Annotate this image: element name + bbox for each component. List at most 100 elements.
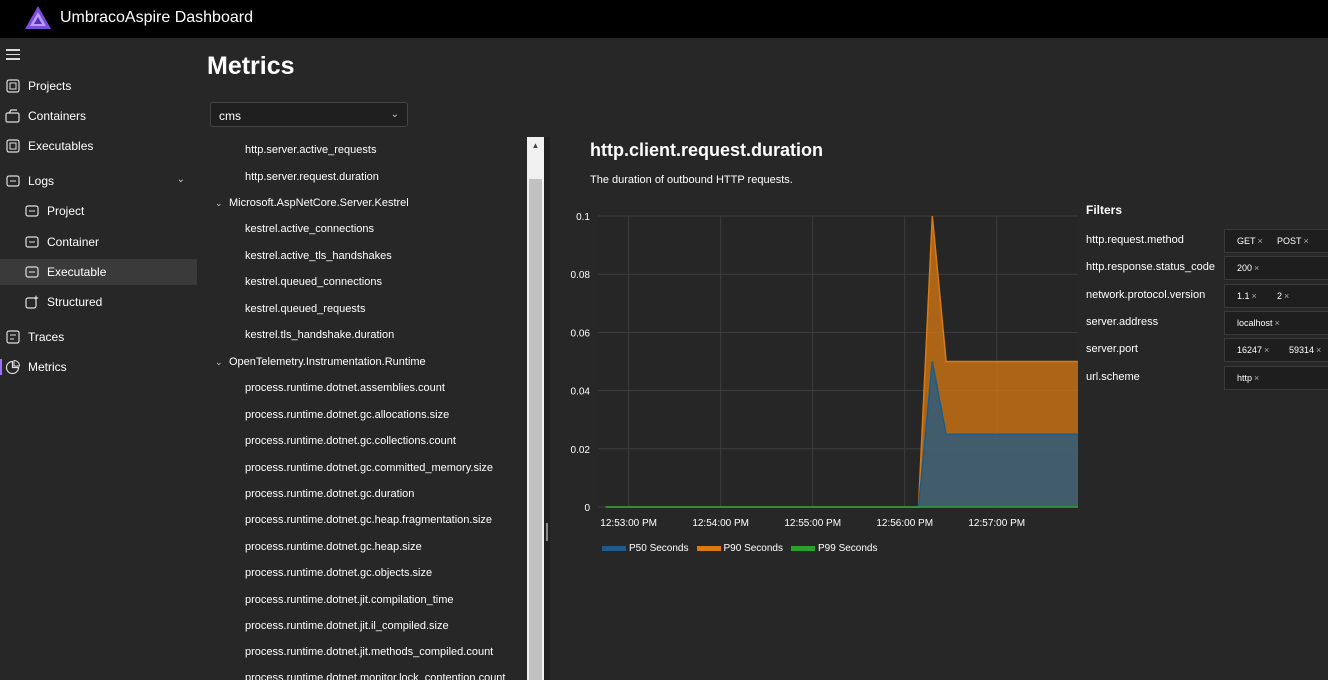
filter-name: http.response.status_code bbox=[1086, 261, 1216, 273]
filter-chip-label: localhost bbox=[1237, 318, 1273, 328]
tree-item-metric[interactable]: process.runtime.dotnet.monitor.lock_cont… bbox=[245, 672, 506, 680]
sidebar-item-projects[interactable]: Projects bbox=[0, 73, 197, 99]
scrollbar-thumb[interactable] bbox=[529, 179, 542, 680]
filter-chip[interactable]: 1.1 × bbox=[1237, 291, 1257, 301]
metric-chart[interactable]: 0 0.02 0.04 0.06 0.08 0.1 12:53:00 PM 12:54:00 … bbox=[560, 200, 1080, 535]
metric-description: The duration of outbound HTTP requests. bbox=[590, 174, 793, 186]
tree-item-metric[interactable]: process.runtime.dotnet.gc.heap.size bbox=[245, 541, 422, 553]
tree-item-metric[interactable]: kestrel.active_tls_handshakes bbox=[245, 250, 392, 262]
remove-chip-icon[interactable]: × bbox=[1274, 318, 1280, 328]
tree-item-metric[interactable]: kestrel.active_connections bbox=[245, 223, 375, 235]
legend-item-p99[interactable]: P99 Seconds bbox=[791, 543, 878, 554]
remove-chip-icon[interactable]: × bbox=[1284, 291, 1290, 301]
filter-chip[interactable]: 2 × bbox=[1277, 291, 1289, 301]
filter-chip-label: 1.1 bbox=[1237, 291, 1250, 301]
sidebar-item-executables[interactable]: Executables bbox=[0, 133, 197, 159]
legend-swatch bbox=[791, 546, 815, 551]
sidebar: Projects Containers Executables Logs ⌄ P… bbox=[0, 38, 197, 680]
chevron-down-icon[interactable]: ⌄ bbox=[215, 357, 223, 367]
filter-values-box[interactable]: 200 × bbox=[1224, 256, 1328, 280]
metrics-icon bbox=[5, 359, 20, 375]
menu-toggle-icon[interactable] bbox=[6, 49, 20, 61]
y-tick-label: 0.02 bbox=[571, 445, 591, 456]
tree-item-metric[interactable]: http.server.active_requests bbox=[245, 144, 377, 156]
sidebar-item-executable[interactable]: Executable bbox=[0, 259, 197, 285]
tree-item-metric[interactable]: process.runtime.dotnet.gc.duration bbox=[245, 488, 415, 500]
resource-select[interactable]: cms ⌄ bbox=[210, 102, 408, 127]
tree-item-metric[interactable]: process.runtime.dotnet.jit.il_compiled.s… bbox=[245, 620, 449, 632]
x-tick-label: 12:54:00 PM bbox=[692, 518, 749, 529]
filter-chip[interactable]: POST × bbox=[1277, 236, 1309, 246]
sidebar-item-containers[interactable]: Containers bbox=[0, 103, 197, 129]
filter-name: url.scheme bbox=[1086, 371, 1140, 383]
tree-item-metric[interactable]: process.runtime.dotnet.jit.compilation_t… bbox=[245, 594, 454, 606]
sidebar-item-label: Projects bbox=[28, 79, 72, 93]
sidebar-item-logs[interactable]: Logs ⌄ bbox=[0, 168, 197, 194]
remove-chip-icon[interactable]: × bbox=[1264, 345, 1270, 355]
tree-group-kestrel[interactable]: ⌄ Microsoft.AspNetCore.Server.Kestrel bbox=[215, 197, 409, 209]
filter-values-box[interactable]: 16247 × 59314 × bbox=[1224, 338, 1328, 362]
legend-item-p90[interactable]: P90 Seconds bbox=[696, 543, 784, 554]
chevron-down-icon[interactable]: ⌄ bbox=[215, 198, 223, 208]
filter-values-box[interactable]: localhost × bbox=[1224, 311, 1328, 335]
legend-item-p50[interactable]: P50 Seconds bbox=[602, 543, 689, 554]
tree-item-metric[interactable]: http.server.request.duration bbox=[245, 171, 379, 183]
legend-label: P90 Seconds bbox=[723, 543, 784, 554]
legend-swatch bbox=[696, 546, 721, 551]
executables-icon bbox=[5, 139, 20, 154]
tree-item-metric[interactable]: process.runtime.dotnet.assemblies.count bbox=[245, 382, 445, 394]
filter-chip[interactable]: 16247 × bbox=[1237, 345, 1269, 355]
tree-item-metric[interactable]: process.runtime.dotnet.jit.methods_compi… bbox=[245, 646, 494, 658]
filter-row: network.protocol.version 1.1 × 2 × bbox=[1086, 284, 1328, 308]
remove-chip-icon[interactable]: × bbox=[1316, 345, 1322, 355]
tree-item-metric[interactable]: process.runtime.dotnet.gc.committed_memo… bbox=[245, 462, 493, 474]
sidebar-item-structured[interactable]: Structured bbox=[0, 289, 197, 315]
filter-chip[interactable]: 200 × bbox=[1237, 263, 1259, 273]
chevron-down-icon: ⌄ bbox=[390, 109, 399, 120]
filter-values-box[interactable]: http × bbox=[1224, 366, 1328, 390]
filter-chip[interactable]: localhost × bbox=[1237, 318, 1280, 328]
filter-values-box[interactable]: GET × POST × bbox=[1224, 229, 1328, 253]
y-tick-label: 0.06 bbox=[571, 328, 591, 339]
tree-item-metric[interactable]: process.runtime.dotnet.gc.collections.co… bbox=[245, 435, 456, 447]
filter-chip[interactable]: http × bbox=[1237, 373, 1259, 383]
sidebar-item-label: Executable bbox=[47, 265, 107, 279]
tree-item-metric[interactable]: process.runtime.dotnet.gc.objects.size bbox=[245, 567, 433, 579]
metric-title: http.client.request.duration bbox=[590, 140, 824, 160]
filter-row: http.response.status_code 200 × bbox=[1086, 256, 1328, 280]
filter-chip-label: http bbox=[1237, 373, 1253, 383]
filter-chip[interactable]: 59314 × bbox=[1289, 345, 1321, 355]
panel-splitter[interactable] bbox=[544, 137, 550, 680]
tree-scrollbar[interactable]: ▲ bbox=[527, 137, 544, 680]
tree-group-runtime[interactable]: ⌄ OpenTelemetry.Instrumentation.Runtime bbox=[215, 356, 426, 368]
sidebar-item-label: Executables bbox=[28, 139, 94, 153]
filter-chip-label: POST bbox=[1277, 236, 1302, 246]
remove-chip-icon[interactable]: × bbox=[1303, 236, 1309, 246]
y-tick-label: 0.04 bbox=[571, 387, 591, 398]
chevron-down-icon[interactable]: ⌄ bbox=[176, 174, 185, 185]
sidebar-item-metrics[interactable]: Metrics bbox=[0, 354, 197, 380]
tree-item-metric[interactable]: kestrel.tls_handshake.duration bbox=[245, 329, 395, 341]
tree-item-metric[interactable]: kestrel.queued_requests bbox=[245, 303, 366, 315]
sidebar-item-traces[interactable]: Traces bbox=[0, 324, 197, 350]
scroll-up-arrow-icon[interactable]: ▲ bbox=[531, 141, 540, 150]
filter-chip[interactable]: GET × bbox=[1237, 236, 1263, 246]
sidebar-item-container[interactable]: Container bbox=[0, 229, 197, 255]
filter-row: url.scheme http × bbox=[1086, 366, 1328, 390]
splitter-grip[interactable] bbox=[546, 523, 548, 541]
sidebar-item-label: Structured bbox=[47, 295, 103, 309]
filter-name: server.port bbox=[1086, 343, 1138, 355]
sidebar-item-label: Container bbox=[47, 235, 100, 249]
tree-item-metric[interactable]: process.runtime.dotnet.gc.heap.fragmenta… bbox=[245, 514, 493, 526]
app-title[interactable]: UmbracoAspire Dashboard bbox=[60, 9, 253, 26]
tree-item-metric[interactable]: kestrel.queued_connections bbox=[245, 276, 382, 288]
tree-item-metric[interactable]: process.runtime.dotnet.gc.allocations.si… bbox=[245, 409, 450, 421]
remove-chip-icon[interactable]: × bbox=[1251, 291, 1257, 301]
remove-chip-icon[interactable]: × bbox=[1254, 373, 1260, 383]
sidebar-item-project[interactable]: Project bbox=[0, 198, 197, 224]
x-tick-label: 12:57:00 PM bbox=[968, 518, 1025, 529]
remove-chip-icon[interactable]: × bbox=[1254, 263, 1260, 273]
filter-values-box[interactable]: 1.1 × 2 × bbox=[1224, 284, 1328, 308]
remove-chip-icon[interactable]: × bbox=[1257, 236, 1263, 246]
filters-title: Filters bbox=[1086, 203, 1123, 217]
